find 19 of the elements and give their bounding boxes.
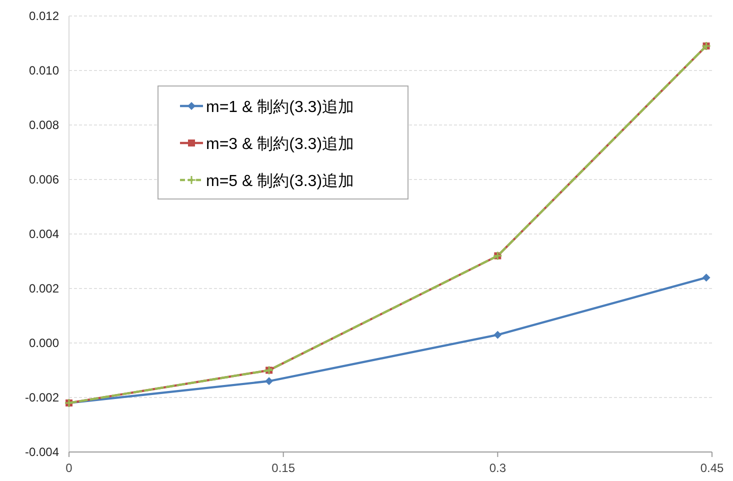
y-tick-label: 0.008 — [28, 118, 60, 132]
point — [494, 330, 502, 339]
y-tick-label: 0.000 — [28, 336, 60, 350]
point — [702, 274, 710, 282]
legend-label: m=5 & 制約(3.3)追加 — [206, 172, 354, 190]
y-tick-label: -0.004 — [24, 445, 60, 459]
x-tick-label: 0.3 — [489, 461, 506, 475]
y-tick-label: 0.010 — [28, 64, 60, 78]
x-tick-label: 0.45 — [700, 461, 724, 475]
legend-label: m=3 & 制約(3.3)追加 — [206, 135, 354, 153]
y-tick-label: 0.002 — [28, 282, 60, 296]
point — [265, 377, 274, 386]
y-tick-label: 0.004 — [28, 227, 60, 241]
legend-label: m=1 & 制約(3.3)追加 — [206, 98, 354, 116]
y-tick-label: -0.002 — [24, 390, 60, 404]
x-tick-label: 0.15 — [272, 461, 296, 475]
y-tick-label: 0.006 — [28, 172, 60, 186]
x-tick-label: 0 — [66, 461, 73, 475]
y-tick-label: 0.012 — [28, 9, 60, 23]
